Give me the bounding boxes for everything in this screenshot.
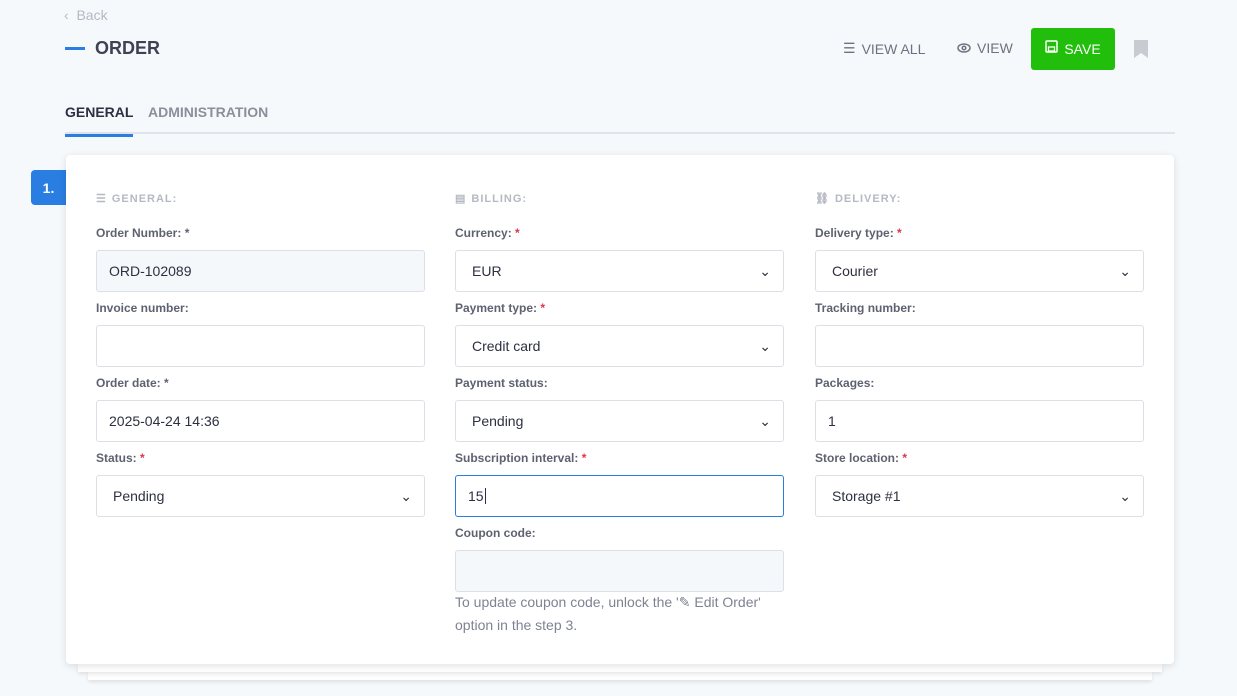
payment-type-select[interactable]: Credit card ⌄: [455, 325, 784, 367]
field-value: 15: [468, 488, 486, 504]
help-edit-order: Edit Order: [694, 594, 759, 610]
help-text: To update coupon code, unlock the ': [455, 594, 679, 610]
step-badge: 1.: [31, 170, 66, 205]
subscription-interval-label: Subscription interval: *: [455, 451, 586, 465]
field-value: Pending: [472, 413, 524, 429]
chevron-down-icon: ⌄: [759, 262, 771, 279]
status-select[interactable]: Pending ⌄: [96, 475, 425, 517]
required-mark: *: [515, 226, 520, 240]
chevron-down-icon: ⌄: [759, 412, 771, 429]
label-text: Subscription interval:: [455, 451, 579, 465]
order-date-label: Order date: *: [96, 376, 169, 390]
tab-administration[interactable]: ADMINISTRATION: [148, 104, 269, 120]
label-text: Payment type:: [455, 301, 538, 315]
title-text: ORDER: [95, 38, 161, 58]
currency-select[interactable]: EUR ⌄: [455, 250, 784, 292]
label-text: Delivery type:: [815, 226, 894, 240]
heading-text: BILLING:: [471, 192, 528, 205]
required-mark: *: [164, 376, 169, 390]
general-heading: ☰ GENERAL:: [96, 192, 178, 206]
label-text: Store location:: [815, 451, 900, 465]
list-icon: ☰: [96, 193, 107, 205]
invoice-number-label: Invoice number:: [96, 301, 189, 315]
field-value: 1: [828, 413, 836, 429]
tab-general[interactable]: GENERAL: [65, 104, 134, 137]
required-mark: *: [540, 301, 546, 315]
pencil-icon: ✎: [678, 594, 691, 610]
payment-type-label: Payment type: *: [455, 301, 545, 315]
payment-status-label: Payment status:: [455, 376, 548, 390]
card-stack-shadow: [88, 672, 1152, 680]
tracking-number-input[interactable]: [815, 325, 1144, 367]
credit-card-icon: ▤: [455, 193, 467, 205]
field-value: Storage #1: [832, 488, 901, 504]
tracking-number-label: Tracking number:: [815, 301, 916, 315]
required-mark: *: [140, 451, 145, 465]
title-accent: [65, 47, 85, 50]
field-value: Courier: [832, 263, 878, 279]
delivery-type-label: Delivery type: *: [815, 226, 902, 240]
page-title: ORDER: [65, 38, 160, 59]
coupon-code-input[interactable]: [455, 550, 784, 592]
store-location-label: Store location: *: [815, 451, 907, 465]
order-form-card: ☰ GENERAL: Order Number: * ORD-102089 Inv…: [66, 155, 1174, 664]
chevron-down-icon: ⌄: [1119, 262, 1131, 279]
label-text: Currency:: [455, 226, 512, 240]
floppy-disk-icon: [1045, 39, 1059, 53]
field-value: Pending: [113, 488, 165, 504]
eye-icon: [957, 43, 971, 53]
card-stack-shadow: [78, 664, 1162, 672]
back-link[interactable]: ‹ Back: [64, 7, 108, 23]
order-number-field[interactable]: ORD-102089: [96, 250, 425, 292]
billing-heading: ▤ BILLING:: [455, 192, 528, 206]
delivery-heading: ⛓ DELIVERY:: [815, 192, 902, 206]
list-icon: ☰: [843, 40, 856, 56]
order-number-label: Order Number: *: [96, 226, 189, 240]
view-label: VIEW: [977, 40, 1013, 56]
view-button[interactable]: VIEW: [957, 40, 1013, 56]
field-value: EUR: [472, 263, 502, 279]
currency-label: Currency: *: [455, 226, 520, 240]
delivery-type-select[interactable]: Courier ⌄: [815, 250, 1144, 292]
truck-icon: ⛓: [815, 193, 830, 205]
payment-status-select[interactable]: Pending ⌄: [455, 400, 784, 442]
packages-input[interactable]: 1: [815, 400, 1144, 442]
coupon-code-label: Coupon code:: [455, 526, 536, 540]
save-button[interactable]: SAVE: [1031, 28, 1115, 70]
field-value: ORD-102089: [109, 263, 192, 279]
field-value: Credit card: [472, 338, 541, 354]
chevron-down-icon: ⌄: [400, 487, 412, 504]
required-mark: *: [184, 226, 190, 240]
chevron-down-icon: ⌄: [759, 337, 771, 354]
required-mark: *: [897, 226, 902, 240]
required-mark: *: [581, 451, 587, 465]
order-date-input[interactable]: 2025-04-24 14:36: [96, 400, 425, 442]
coupon-help-text: To update coupon code, unlock the '✎ Edi…: [455, 591, 784, 637]
label-text: Order Number:: [96, 226, 182, 240]
view-all-label: VIEW ALL: [861, 40, 926, 57]
invoice-number-input[interactable]: [96, 325, 425, 367]
subscription-interval-input[interactable]: 15: [455, 475, 784, 517]
tab-bar: GENERAL ADMINISTRATION: [65, 96, 1175, 137]
store-location-select[interactable]: Storage #1 ⌄: [815, 475, 1144, 517]
view-all-button[interactable]: ☰ VIEW ALL: [843, 40, 925, 57]
heading-text: GENERAL:: [111, 192, 178, 205]
required-mark: *: [902, 451, 908, 465]
save-label: SAVE: [1064, 41, 1101, 57]
bookmark-icon[interactable]: [1134, 40, 1148, 58]
packages-label: Packages:: [815, 376, 875, 390]
back-label: Back: [76, 7, 108, 23]
help-text: ' option in the step 3.: [455, 594, 761, 633]
label-text: Status:: [96, 451, 137, 465]
chevron-down-icon: ⌄: [1119, 487, 1131, 504]
heading-text: DELIVERY:: [834, 192, 902, 205]
label-text: Order date:: [96, 376, 161, 390]
field-value: 2025-04-24 14:36: [109, 413, 220, 429]
status-label: Status: *: [96, 451, 145, 465]
